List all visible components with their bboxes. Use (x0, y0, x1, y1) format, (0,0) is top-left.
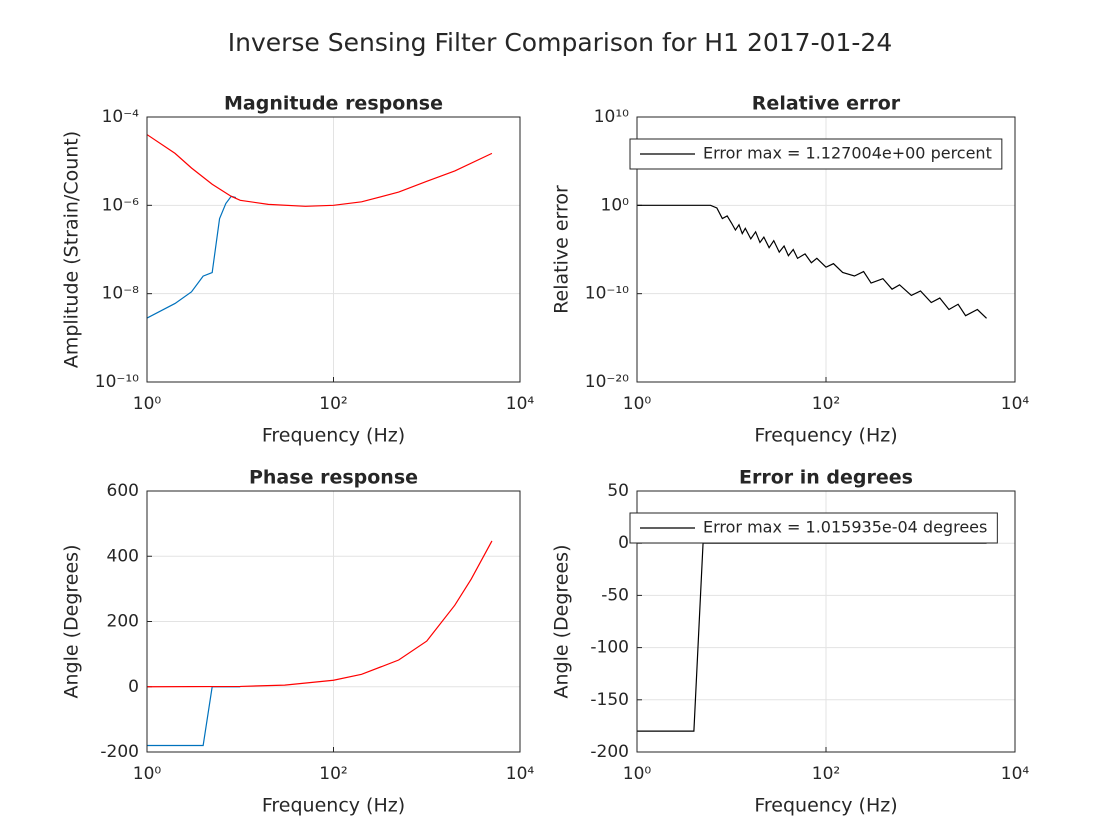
y-axis-label: Angle (Degrees) (61, 545, 83, 699)
axes-title: Magnitude response (224, 93, 443, 115)
x-tick-label: 10⁰ (133, 764, 162, 784)
y-tick-label: 0 (128, 677, 139, 697)
y-tick-label: 400 (107, 546, 139, 566)
y-tick-label: 10⁻⁶ (102, 195, 140, 215)
x-tick-label: 10⁰ (133, 394, 162, 414)
y-axis-label: Amplitude (Strain/Count) (61, 131, 83, 368)
axes-title: Phase response (249, 467, 418, 489)
data-line (147, 540, 493, 688)
y-tick-label: 0 (618, 533, 629, 553)
x-tick-label: 10² (319, 394, 347, 414)
y-tick-label: 600 (107, 481, 139, 501)
x-axis-label: Frequency (Hz) (754, 795, 897, 817)
x-axis-label: Frequency (Hz) (262, 795, 405, 817)
y-tick-label: -150 (590, 690, 629, 710)
y-tick-label: 10⁻⁸ (102, 284, 140, 304)
axes-box (636, 116, 1016, 383)
data-line (147, 195, 237, 319)
legend-label: Error max = 1.015935e-04 degrees (703, 518, 987, 537)
y-tick-label: -200 (100, 742, 139, 762)
y-tick-label: 10⁰ (601, 195, 630, 215)
x-axis-label: Frequency (Hz) (754, 425, 897, 447)
y-tick-label: -200 (590, 742, 629, 762)
x-tick-label: 10² (812, 394, 840, 414)
x-tick-label: 10² (319, 764, 347, 784)
y-axis-label: Angle (Degrees) (551, 545, 573, 699)
axes-box (146, 116, 521, 383)
data-line (637, 204, 987, 319)
axes-box (146, 490, 521, 753)
y-tick-label: 200 (107, 612, 139, 632)
y-tick-label: 50 (607, 481, 629, 501)
data-line (147, 134, 493, 207)
x-tick-label: 10⁰ (623, 764, 652, 784)
x-tick-label: 10⁴ (1001, 394, 1030, 414)
y-tick-label: -100 (590, 638, 629, 658)
x-tick-label: 10² (812, 764, 840, 784)
y-tick-label: 10⁻²⁰ (585, 372, 629, 392)
y-tick-label: 10⁻¹⁰ (585, 284, 629, 304)
x-axis-label: Frequency (Hz) (262, 425, 405, 447)
axes-title: Relative error (752, 93, 901, 115)
figure-title: Inverse Sensing Filter Comparison for H1… (228, 28, 893, 57)
y-tick-label: -50 (601, 585, 629, 605)
axes-box (636, 490, 1016, 753)
y-tick-label: 10¹⁰ (594, 107, 629, 127)
x-tick-label: 10⁴ (506, 764, 535, 784)
y-tick-label: 10⁻⁴ (102, 107, 140, 127)
x-tick-label: 10⁰ (623, 394, 652, 414)
axes-title: Error in degrees (739, 467, 913, 489)
y-tick-label: 10⁻¹⁰ (95, 372, 139, 392)
x-tick-label: 10⁴ (506, 394, 535, 414)
x-tick-label: 10⁴ (1001, 764, 1030, 784)
y-axis-label: Relative error (551, 185, 573, 314)
legend-label: Error max = 1.127004e+00 percent (703, 144, 992, 163)
